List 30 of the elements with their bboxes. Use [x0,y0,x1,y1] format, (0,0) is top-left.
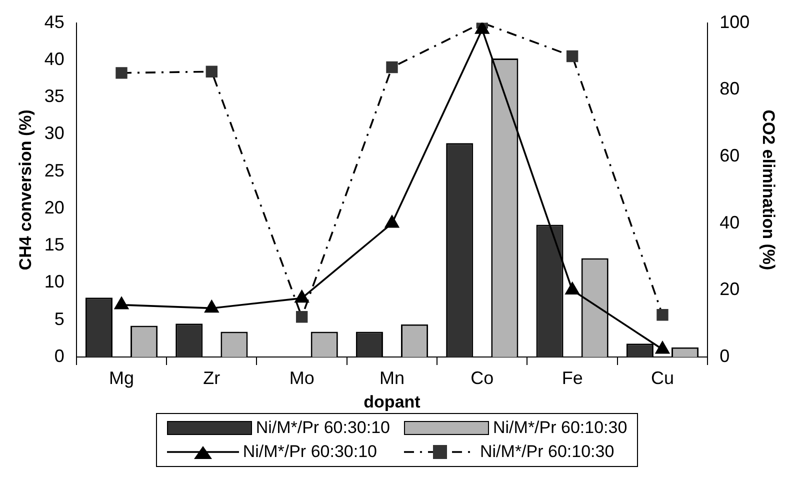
y2-tick-label: 80 [720,78,740,99]
y-tick-label: 10 [44,272,64,292]
x-tick-label: Co [470,368,494,388]
y2-tick-label: 60 [720,145,740,166]
y-tick-label: 45 [44,12,64,32]
x-tick-label: Zr [203,368,220,388]
y2-tick-label: 0 [720,346,730,366]
y-tick-label: 15 [44,234,64,255]
y-tick-label: 35 [44,86,64,106]
y-tick-label: 5 [54,308,64,329]
legend-label: Ni/M*/Pr 60:30:10 [256,418,390,438]
y2-tick-label: 40 [720,212,740,232]
y2-tick-label: 100 [720,12,750,32]
x-tick-label: Cu [650,368,674,388]
legend-label: Ni/M*/Pr 60:10:30 [480,442,614,462]
x-tick-label: Fe [562,368,583,388]
y2-tick-label: 20 [720,279,740,300]
y-tick-label: 30 [44,123,64,144]
y-tick-label: 0 [54,346,64,366]
y2-axis-title: CO2 elimination (%) [759,110,778,270]
y-tick-label: 25 [44,160,64,180]
x-tick-label: Mg [108,368,134,388]
x-axis-title: dopant [364,392,421,412]
x-tick-label: Mn [379,368,404,388]
legend-label: Ni/M*/Pr 60:10:30 [493,418,628,438]
y-axis-title: CH4 conversion (%) [16,110,35,270]
x-tick-label: Mo [289,368,314,388]
y-tick-label: 20 [44,197,64,218]
y-tick-label: 40 [44,48,64,69]
legend-label: Ni/M*/Pr 60:30:10 [242,442,377,462]
